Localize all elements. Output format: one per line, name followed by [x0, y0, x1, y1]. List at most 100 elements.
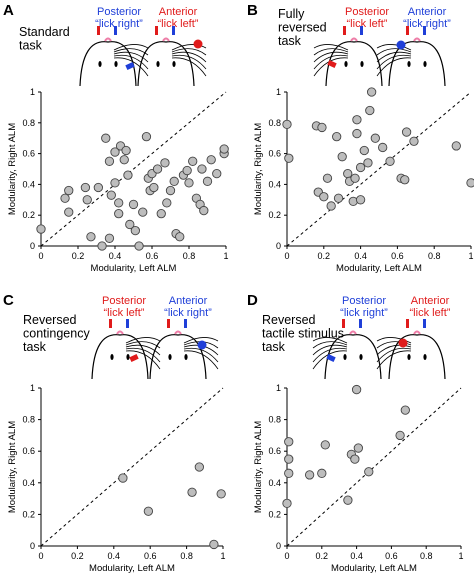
whisker: [312, 347, 348, 363]
data-point: [199, 205, 209, 216]
data-point: [143, 506, 154, 516]
whisker: [376, 350, 412, 370]
whisker: [312, 341, 348, 349]
data-point: [121, 145, 131, 156]
lick-port-left: [342, 319, 345, 328]
tongue: [104, 37, 112, 42]
data-point: [141, 132, 152, 142]
data-point: [128, 199, 139, 210]
x-axis-label: Modularity, Left ALM: [336, 263, 422, 274]
pole-stimulus: [398, 338, 408, 348]
whisker: [125, 347, 161, 363]
tongue: [413, 37, 421, 42]
mouse-head-outline: [388, 334, 446, 380]
panel-letter: C: [3, 292, 14, 309]
x-tick-label: 1: [458, 551, 463, 561]
y-tick-label: 0.6: [268, 149, 281, 159]
pole-stimulus: [326, 354, 336, 362]
whisker: [313, 44, 349, 51]
pole-stimulus: [327, 60, 337, 68]
whisker: [113, 44, 149, 51]
data-point: [332, 132, 342, 142]
data-point: [370, 133, 380, 143]
data-point: [350, 173, 360, 183]
y-tick-label: 0.6: [22, 446, 35, 456]
lick-port-left: [343, 26, 346, 35]
data-point: [82, 195, 92, 205]
mouse-head-outline: [137, 41, 195, 87]
data-point: [284, 153, 294, 163]
unity-line: [40, 91, 227, 247]
mouse-eye: [126, 354, 130, 360]
stimulus-caption: Anterior: [159, 6, 198, 18]
data-point: [320, 440, 330, 450]
data-point: [184, 178, 194, 188]
data-point: [366, 87, 377, 97]
x-tick-label: 0: [38, 251, 43, 261]
lick-port-right: [360, 26, 363, 35]
whisker: [171, 44, 207, 51]
data-point: [175, 232, 185, 242]
y-tick-label: 0.8: [268, 415, 281, 425]
x-tick-label: 0.2: [71, 551, 84, 561]
stimulus-caption: Posterior: [345, 6, 389, 18]
y-tick-label: 1: [30, 383, 35, 393]
data-point: [284, 468, 294, 478]
whisker: [376, 347, 412, 363]
data-point: [385, 156, 395, 166]
data-point: [86, 232, 96, 242]
x-tick-label: 0.8: [183, 251, 196, 261]
stimulus-caption-instruction: “lick left”: [158, 18, 199, 30]
x-tick-label: 0.8: [428, 251, 441, 261]
data-point: [400, 405, 410, 415]
y-tick-label: 0.8: [22, 415, 35, 425]
whisker: [376, 341, 412, 349]
y-tick-label: 0.4: [268, 179, 281, 189]
data-point: [165, 185, 176, 196]
lick-port-left: [97, 26, 100, 35]
data-point: [364, 467, 374, 477]
y-tick-label: 0.4: [22, 179, 35, 189]
y-tick-label: 0: [276, 241, 281, 251]
y-tick-label: 0.2: [22, 509, 35, 519]
y-tick-label: 1: [30, 87, 35, 97]
whisker: [313, 57, 349, 77]
data-point: [333, 193, 344, 203]
y-axis-label: Modularity, Right ALM: [253, 421, 264, 513]
whisker: [313, 54, 349, 70]
data-point: [80, 182, 91, 193]
mouse-eye: [156, 61, 160, 67]
data-point: [206, 155, 216, 165]
y-tick-label: 0.2: [268, 210, 281, 220]
task-title-line: tactile stimulus: [262, 327, 344, 341]
task-title-line: contingency: [23, 327, 90, 341]
stimulus-caption: Anterior: [169, 295, 208, 307]
task-title-line: task: [19, 39, 43, 53]
mouse-eye: [114, 61, 118, 67]
lick-port-right: [184, 319, 187, 328]
whisker: [171, 57, 207, 77]
whisker: [376, 54, 412, 70]
data-point: [197, 164, 207, 174]
whisker: [376, 344, 412, 356]
data-point: [36, 224, 46, 234]
whisker: [376, 337, 412, 344]
y-tick-label: 1: [276, 87, 281, 97]
data-point: [119, 155, 129, 165]
y-tick-label: 0.8: [22, 118, 35, 128]
data-point: [162, 198, 172, 208]
data-point: [114, 198, 124, 208]
task-title-line: task: [262, 340, 286, 354]
data-point: [138, 207, 148, 217]
data-point: [101, 133, 111, 143]
whisker: [171, 51, 207, 63]
x-tick-label: 0.2: [72, 251, 85, 261]
mouse-eye: [344, 61, 348, 67]
stimulus-caption: Anterior: [411, 295, 450, 307]
y-tick-label: 0.4: [22, 478, 35, 488]
y-axis-label: Modularity, Right ALM: [7, 421, 18, 513]
whisker: [125, 344, 161, 356]
mouse-head-diagram: [376, 26, 446, 87]
